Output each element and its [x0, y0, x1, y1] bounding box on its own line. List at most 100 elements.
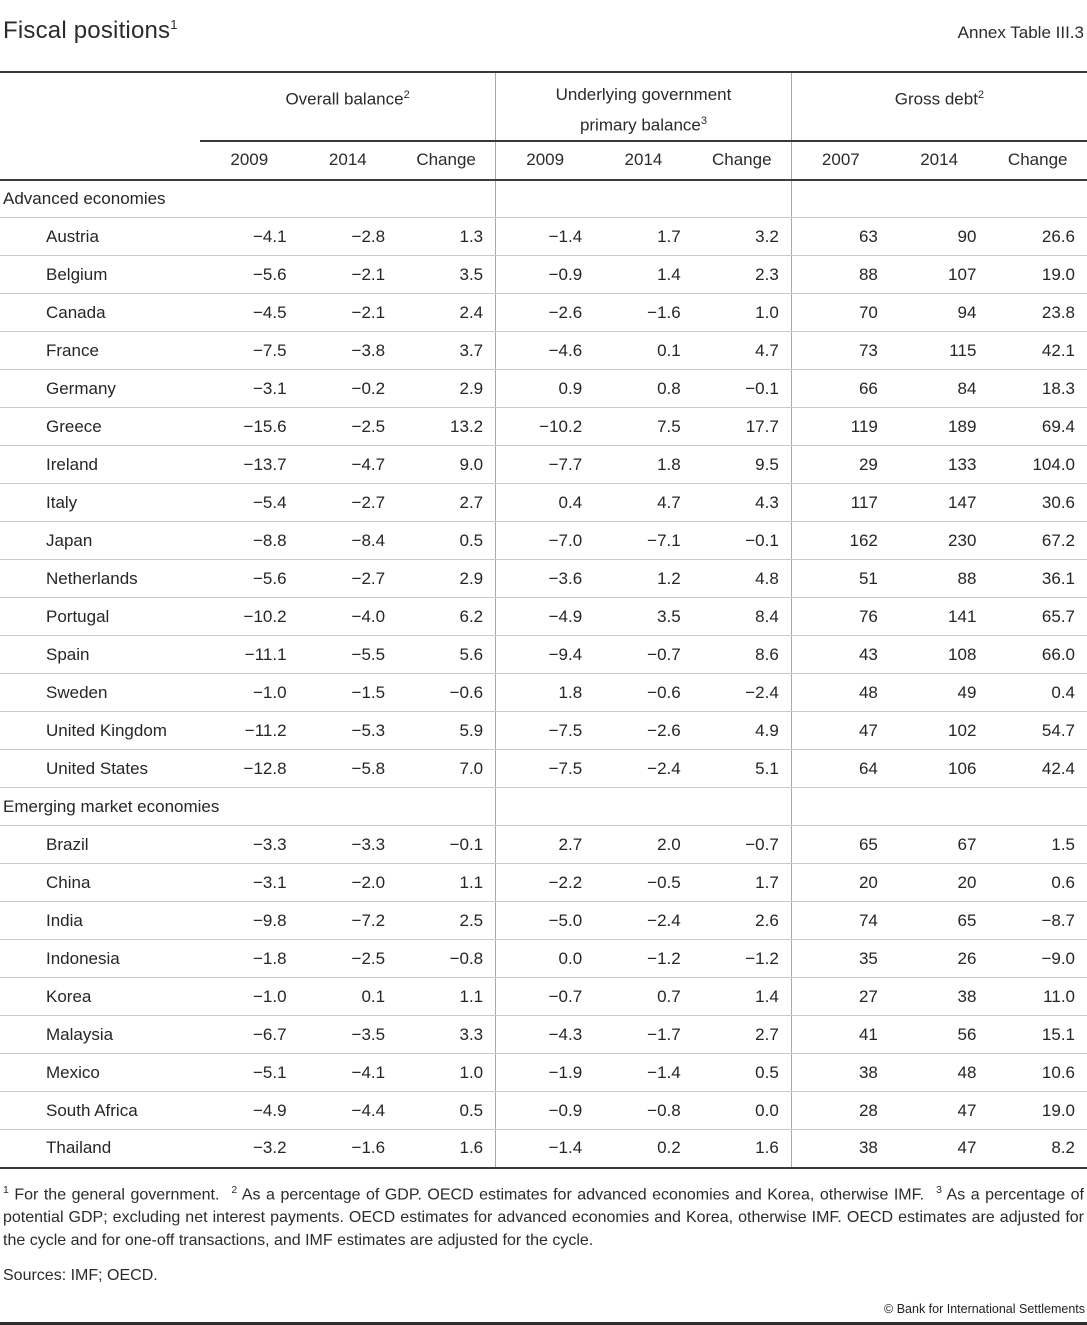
- value-cell: −0.2: [298, 369, 398, 409]
- fiscal-positions-table: Overall balance2 Underlying government pr…: [0, 71, 1087, 1169]
- value-cell: 0.4: [495, 483, 595, 523]
- country-label: China: [0, 863, 200, 903]
- group-header-text: primary balance: [579, 115, 701, 135]
- value-cell: 4.7: [692, 331, 792, 371]
- value-cell: 47: [889, 1091, 989, 1131]
- value-cell: 1.3: [397, 217, 496, 257]
- table-row: Portugal −10.2 −4.0 6.2 −4.9 3.5 8.4 76 141 65.7: [0, 597, 1087, 637]
- value-cell: 26.6: [988, 217, 1087, 257]
- value-cell: −4.9: [495, 597, 595, 637]
- value-cell: 107: [889, 255, 989, 295]
- table-row: Belgium −5.6 −2.1 3.5 −0.9 1.4 2.3 88 107 19.0: [0, 255, 1087, 295]
- footnote-marker: 2: [403, 89, 410, 101]
- group-header-text: Overall balance: [285, 89, 404, 109]
- value-cell: −5.3: [298, 711, 398, 751]
- value-cell: −5.0: [495, 901, 595, 941]
- value-cell: 20: [889, 863, 989, 903]
- table-row: United States −12.8 −5.8 7.0 −7.5 −2.4 5.1 64 10…: [0, 749, 1087, 789]
- value-cell: 1.7: [594, 217, 693, 257]
- value-cell: 0.5: [397, 1091, 496, 1131]
- value-cell: −2.7: [298, 483, 398, 523]
- country-label: Malaysia: [0, 1015, 200, 1055]
- table-row: Austria −4.1 −2.8 1.3 −1.4 1.7 3.2 63 90 26.6: [0, 217, 1087, 257]
- value-cell: 189: [889, 407, 989, 447]
- value-cell: 38: [790, 1129, 890, 1168]
- value-cell: 6.2: [397, 597, 496, 637]
- country-label: United States: [0, 749, 200, 789]
- value-cell: 19.0: [988, 255, 1087, 295]
- value-cell: 4.3: [692, 483, 792, 523]
- value-cell: −9.0: [988, 939, 1087, 979]
- value-cell: 47: [957, 1138, 977, 1158]
- value-cell: 38: [889, 977, 989, 1017]
- page-title-footnote-marker: 1: [170, 17, 178, 32]
- sources-line: Sources: IMF; OECD.: [3, 1266, 158, 1284]
- value-cell: 1.8: [594, 445, 693, 485]
- value-cell: −3.1: [200, 369, 299, 409]
- column-header: Change: [988, 140, 1087, 181]
- column-header: 2014: [594, 140, 693, 181]
- value-cell: 65: [889, 901, 989, 941]
- value-cell: 2.9: [397, 559, 496, 599]
- group-header-overall-balance: Overall balance2: [200, 72, 496, 142]
- value-cell: −4.4: [298, 1091, 398, 1131]
- country-label: Spain: [0, 635, 200, 675]
- table-row: France −7.5 −3.8 3.7 −4.6 0.1 4.7 73 115 42.1: [0, 331, 1087, 371]
- column-header: 2014: [298, 140, 398, 181]
- table-row: India −9.8 −7.2 2.5 −5.0 −2.4 2.6 74 65 −8.7: [0, 901, 1087, 941]
- table-row: China −3.1 −2.0 1.1 −2.2 −0.5 1.7 20 20 0.6: [0, 863, 1087, 903]
- value-cell: −4.1: [298, 1053, 398, 1093]
- value-cell: 8.2: [1051, 1138, 1075, 1158]
- value-cell: 17.7: [692, 407, 792, 447]
- value-cell: 43: [790, 635, 890, 675]
- table-row: Greece −15.6 −2.5 13.2 −10.2 7.5 17.7 119 189 69.…: [0, 407, 1087, 447]
- value-cell: −1.4: [495, 1129, 595, 1168]
- value-cell: −1.2: [692, 939, 792, 979]
- value-cell: 3.3: [397, 1015, 496, 1055]
- footnote-marker: 2: [977, 89, 985, 101]
- column-header: 2009: [200, 140, 299, 181]
- country-label: Netherlands: [0, 559, 200, 599]
- value-cell: 38: [790, 1053, 890, 1093]
- value-cell: −1.6: [351, 1138, 386, 1158]
- value-cell: −12.8: [200, 749, 299, 789]
- value-cell: 47: [790, 711, 890, 751]
- value-cell: −2.6: [495, 293, 595, 333]
- value-cell: 0.5: [397, 521, 496, 561]
- value-cell: 1.7: [692, 863, 792, 903]
- group-header-row: Overall balance2 Underlying government pr…: [0, 72, 1087, 142]
- value-cell: 2.9: [397, 369, 496, 409]
- value-cell: 11.0: [988, 977, 1087, 1017]
- value-cell: −7.7: [495, 445, 595, 485]
- country-label: Sweden: [0, 673, 200, 713]
- value-cell: −11.1: [200, 635, 299, 675]
- value-cell: −0.1: [692, 369, 792, 409]
- footnotes: 1 For the general government. 2 As a perc…: [3, 1183, 1084, 1249]
- value-cell: 8.6: [692, 635, 792, 675]
- table-row: Korea −1.0 0.1 1.1 −0.7 0.7 1.4 27 38 11.0: [0, 977, 1087, 1017]
- value-cell: 42.1: [988, 331, 1087, 371]
- country-label: Canada: [0, 293, 200, 333]
- value-cell: 5.6: [397, 635, 496, 675]
- table-row: Spain −11.1 −5.5 5.6 −9.4 −0.7 8.6 43 108 66.0: [0, 635, 1087, 675]
- value-cell: 4.8: [692, 559, 792, 599]
- value-cell: 27: [790, 977, 890, 1017]
- value-cell: 0.1: [298, 977, 398, 1017]
- value-cell: −4.3: [495, 1015, 595, 1055]
- value-cell: −3.3: [298, 825, 398, 865]
- value-cell: 2.4: [397, 293, 496, 333]
- table-row: Sweden −1.0 −1.5 −0.6 1.8 −0.6 −2.4 48 49 0.4: [0, 673, 1087, 713]
- country-label: Ireland: [0, 445, 200, 485]
- value-cell: −7.5: [495, 711, 595, 751]
- value-cell: −1.0: [200, 977, 299, 1017]
- value-cell: 2.0: [594, 825, 693, 865]
- value-cell: −2.2: [495, 863, 595, 903]
- value-cell: −1.0: [200, 673, 299, 713]
- column-header: 2007: [790, 140, 890, 181]
- value-cell: −4.7: [298, 445, 398, 485]
- value-cell: 1.6: [459, 1138, 484, 1158]
- value-cell: −5.6: [200, 559, 299, 599]
- value-cell: −9.8: [200, 901, 299, 941]
- value-cell: −2.1: [298, 293, 398, 333]
- value-cell: −0.7: [692, 825, 792, 865]
